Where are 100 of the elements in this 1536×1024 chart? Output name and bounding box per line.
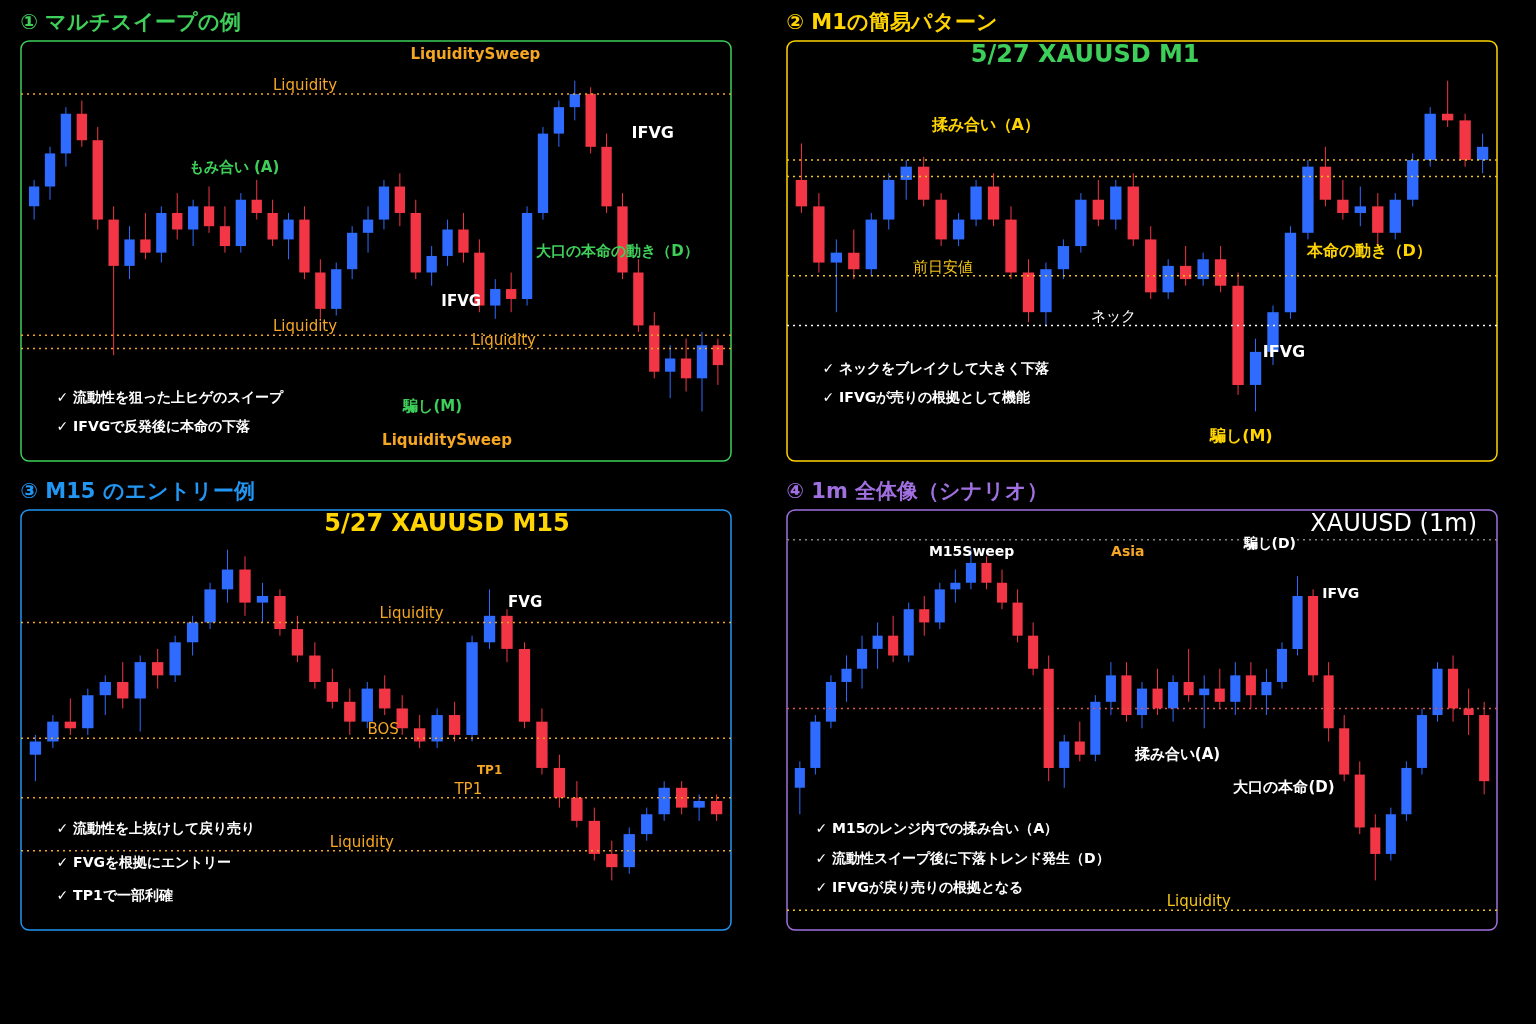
- candlestick: [186, 615, 199, 657]
- candlestick: [952, 212, 965, 247]
- candlestick: [172, 192, 183, 240]
- annotation: M15Sweep: [928, 543, 1015, 559]
- annotation: 揉み合い(A): [1133, 744, 1221, 763]
- candlestick: [1057, 238, 1070, 280]
- annotation: ✓ 流動性を狙った上ヒゲのスイープ: [56, 389, 285, 405]
- candlestick: [1463, 688, 1474, 736]
- ref-line-label: 前日安値: [913, 257, 974, 276]
- annotation: IFVG: [1322, 585, 1360, 601]
- ref-line-label: ネック: [1091, 307, 1137, 326]
- chart-title: ④ 1m 全体像（シナリオ）: [786, 479, 1049, 503]
- candlestick: [712, 338, 724, 386]
- candlestick: [900, 159, 912, 201]
- candlestick: [1261, 668, 1272, 716]
- text: ✓ IFVGで反発後に本命の下落: [56, 418, 252, 435]
- candlestick: [28, 179, 40, 221]
- ref-line-label: Liquidity: [329, 832, 394, 851]
- candlestick: [1197, 252, 1209, 287]
- candlestick: [283, 212, 294, 260]
- annotation: ✓ IFVGが売りの根拠として機能: [822, 389, 1032, 405]
- candlestick: [117, 661, 129, 709]
- annotation: もみ合い (A): [188, 158, 280, 176]
- candlestick: [413, 714, 426, 749]
- candlestick: [841, 655, 852, 703]
- candlestick: [665, 344, 676, 399]
- candlestick: [1183, 648, 1194, 703]
- text: LiquiditySweep: [410, 44, 541, 63]
- chart-title: ③ M15 のエントリー例: [20, 479, 255, 503]
- ref-line-label: TP1: [453, 779, 483, 798]
- candlestick: [794, 760, 805, 815]
- candlestick: [950, 569, 961, 604]
- candlestick: [1476, 133, 1489, 174]
- annotation: 騙し(D): [1242, 534, 1297, 551]
- annotation: 本命の動き（D）: [1305, 241, 1432, 260]
- ref-line-label: Liquidity: [471, 330, 536, 349]
- annotation: 大口の本命(D): [1233, 778, 1335, 797]
- candlestick: [872, 621, 883, 670]
- candlestick: [1199, 674, 1210, 729]
- candlestick: [1092, 179, 1105, 227]
- ref-line-label: Liquidity: [272, 75, 338, 94]
- candlestick: [219, 205, 231, 254]
- candlestick: [848, 229, 860, 280]
- candlestick: [140, 212, 151, 260]
- annotation: ✓ 流動性スイープ後に下落トレンド発生（D）: [815, 849, 1110, 866]
- annotation: 揉み合い（A）: [930, 115, 1040, 134]
- candlestick: [47, 714, 59, 749]
- candlestick: [675, 780, 688, 815]
- candlestick: [606, 840, 618, 881]
- candlestick: [693, 793, 705, 822]
- candlestick: [99, 674, 111, 716]
- candlestick: [344, 688, 356, 736]
- candlestick: [505, 272, 517, 313]
- candlestick: [362, 205, 374, 254]
- candlestick: [1074, 721, 1085, 762]
- annotation: FVG: [508, 593, 543, 612]
- chart-subtitle: XAUUSD (1m): [1310, 509, 1477, 537]
- candlestick: [152, 648, 164, 690]
- candlestick: [251, 179, 262, 221]
- chart-subtitle: 5/27 XAUUSD M15: [324, 509, 570, 537]
- candlestick: [379, 674, 391, 716]
- candlestick: [996, 569, 1008, 610]
- candlestick: [830, 238, 843, 313]
- candlestick: [326, 668, 339, 709]
- candlestick: [641, 807, 653, 842]
- annotation: IFVG: [631, 123, 675, 143]
- candlestick: [856, 635, 868, 690]
- annotation: ✓ M15のレンジ内での揉み合い（A）: [815, 820, 1059, 837]
- text: 騙し(M): [1209, 425, 1273, 445]
- text: ✓ TP1で一部利確: [56, 887, 173, 904]
- annotation: ✓ IFVGが戻り売りの根拠となる: [815, 879, 1024, 895]
- candlestick: [29, 734, 42, 782]
- candlestick: [203, 186, 215, 234]
- chart-subtitle: 5/27 XAUUSD M1: [970, 40, 1200, 68]
- candlestick: [458, 212, 469, 264]
- annotation: ✓ 流動性を上抜けして戻り売り: [56, 820, 256, 837]
- annotation: 騙し(M): [402, 397, 463, 416]
- annotation: Asia: [1111, 543, 1145, 559]
- ref-line-label: Liquidity: [1166, 892, 1231, 911]
- candlestick: [221, 549, 234, 604]
- candlestick: [256, 582, 269, 623]
- candlestick: [680, 338, 692, 393]
- candlestick: [490, 278, 501, 320]
- candlestick: [1245, 661, 1256, 709]
- candlestick: [1179, 245, 1192, 287]
- text: LiquiditySweep: [382, 431, 513, 449]
- ref-line-label: Liquidity: [379, 604, 444, 623]
- annotation: IFVG: [1262, 341, 1306, 361]
- candlestick: [1354, 186, 1366, 227]
- candlestick: [1214, 668, 1225, 709]
- annotation: ✓ FVGを根拠にエントリー: [56, 853, 231, 870]
- candlestick: [569, 80, 580, 121]
- candlestick: [710, 793, 723, 822]
- candlestick: [888, 615, 899, 663]
- ref-line-label: Liquidity: [272, 317, 338, 336]
- chart-title: ① マルチスイープの例: [20, 10, 242, 34]
- candlestick: [396, 694, 408, 736]
- candlestick: [448, 701, 461, 742]
- annotation: ✓ ネックをブレイクして大きく下落: [822, 359, 1051, 376]
- candlestick: [1152, 668, 1163, 716]
